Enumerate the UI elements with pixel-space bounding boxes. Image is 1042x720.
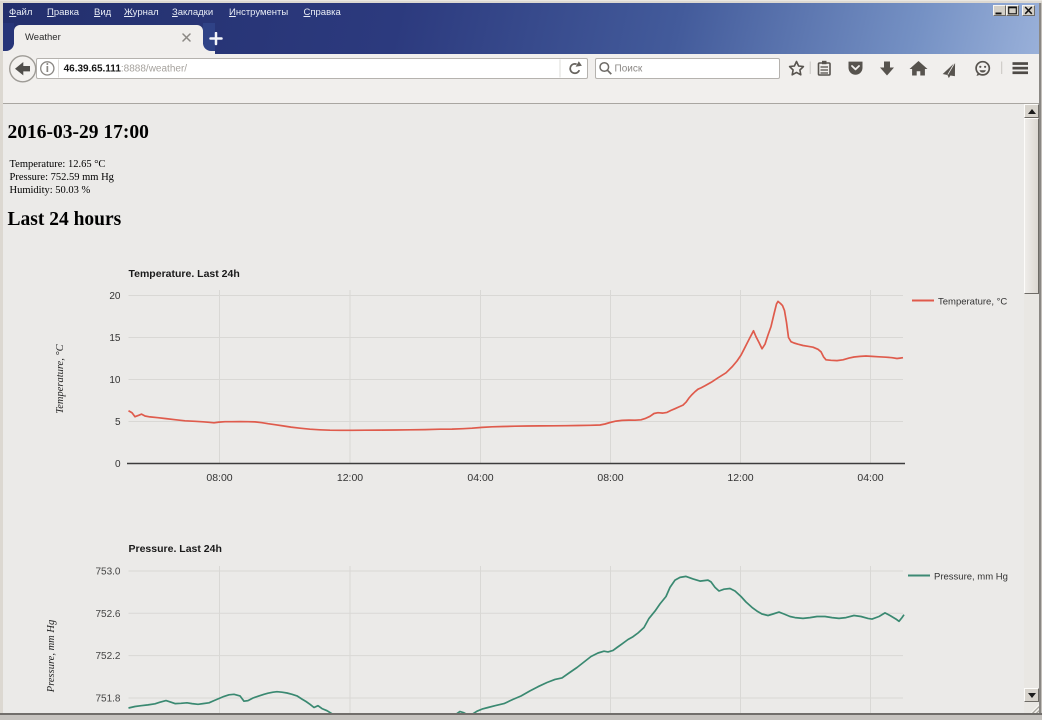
- svg-text:752.2: 752.2: [95, 651, 120, 662]
- svg-text:12:00: 12:00: [727, 472, 753, 484]
- svg-text:Pressure, mm Hg: Pressure, mm Hg: [46, 620, 57, 693]
- svg-text:5: 5: [115, 417, 121, 428]
- svg-text:Поиск: Поиск: [615, 63, 643, 74]
- svg-text:Pressure. Last 24h: Pressure. Last 24h: [129, 543, 222, 555]
- svg-text:20: 20: [109, 291, 121, 302]
- svg-text:08:00: 08:00: [206, 472, 232, 484]
- svg-text:751.8: 751.8: [95, 694, 120, 705]
- svg-text:15: 15: [109, 333, 121, 344]
- svg-text:752.6: 752.6: [95, 609, 120, 620]
- svg-text:46.39.65.111:8888/weather/: 46.39.65.111:8888/weather/: [64, 64, 188, 75]
- svg-text:04:00: 04:00: [857, 472, 883, 484]
- svg-text:Pressure, mm Hg: Pressure, mm Hg: [934, 572, 1008, 583]
- svg-text:12:00: 12:00: [337, 472, 363, 484]
- svg-text:Temperature, °C: Temperature, °C: [55, 343, 66, 413]
- svg-text:04:00: 04:00: [467, 472, 493, 484]
- svg-text:Temperature. Last 24h: Temperature. Last 24h: [129, 268, 240, 280]
- svg-text:0: 0: [115, 459, 121, 470]
- svg-text:10: 10: [109, 375, 121, 386]
- svg-text:08:00: 08:00: [597, 472, 623, 484]
- svg-text:Temperature, °C: Temperature, °C: [938, 297, 1007, 308]
- svg-text:753.0: 753.0: [95, 567, 120, 578]
